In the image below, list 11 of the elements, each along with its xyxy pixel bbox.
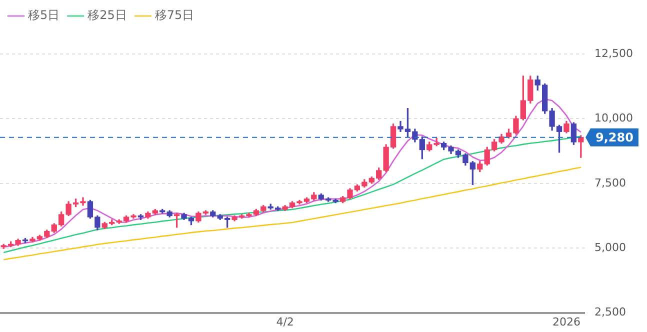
legend-label: 移75日	[154, 8, 194, 22]
y-tick-label: 12,500	[594, 46, 634, 60]
x-tick-label: 2026	[552, 315, 580, 328]
y-tick-label: 10,000	[594, 112, 634, 125]
legend-label: 移25日	[88, 8, 127, 22]
y-tick-label: 5,000	[594, 240, 626, 254]
x-tick-label: 4/2	[276, 315, 294, 328]
ref-line-label: 9,280	[596, 130, 634, 144]
y-tick-label: 7,500	[594, 176, 626, 190]
legend-label: 移5日	[28, 8, 60, 22]
y-tick-label: 2,500	[594, 306, 626, 319]
